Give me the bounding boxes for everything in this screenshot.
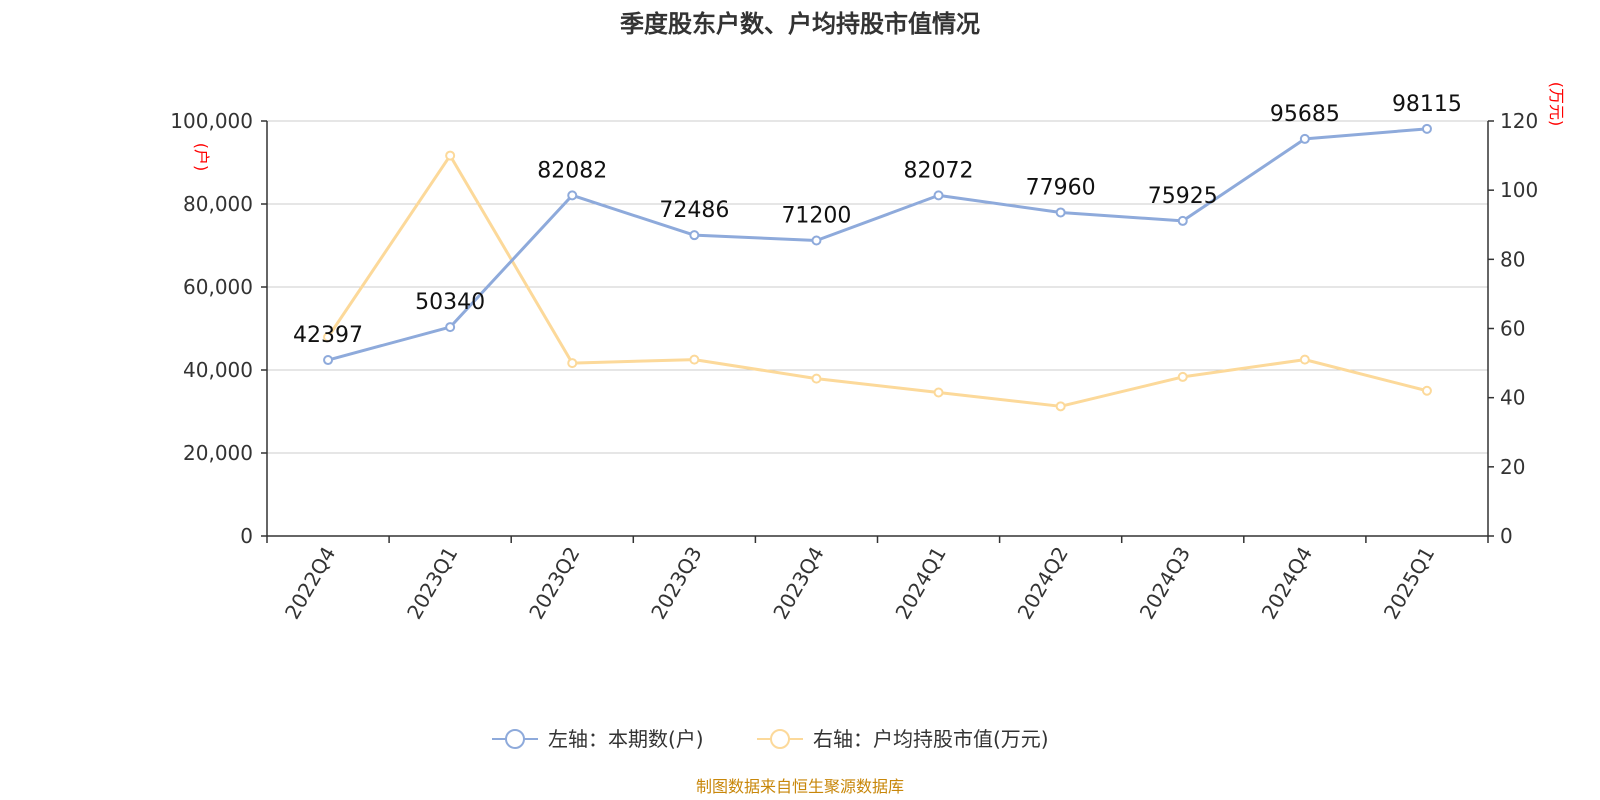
- data-labels: 42397 50340 82082 72486 71200 82072 77960 75925…: [293, 92, 1462, 348]
- legend-label-right: 右轴：户均持股市值(万元): [813, 727, 1049, 751]
- y-left-tick-label: 100,000: [170, 109, 253, 133]
- y-right-unit: (万元): [1547, 82, 1566, 127]
- y-right-tick-label: 120: [1500, 109, 1538, 133]
- y-left-tick-label: 40,000: [183, 358, 253, 382]
- series-layer: [323, 123, 1432, 412]
- data-label: 82082: [537, 158, 607, 183]
- data-point-right: [1421, 385, 1432, 396]
- y-right-ticks: 0 20 40 60 80 100 120: [1488, 109, 1538, 548]
- data-label: 95685: [1270, 102, 1340, 127]
- data-point-right: [1299, 354, 1310, 365]
- data-point-left: [689, 230, 700, 241]
- x-tick-label: 2023Q3: [646, 543, 706, 624]
- data-label: 98115: [1392, 92, 1462, 117]
- x-ticks: 2022Q4 2023Q1 2023Q2 2023Q3 2023Q4 2024Q1 2024…: [266, 536, 1489, 624]
- legend-item-right[interactable]: 右轴：户均持股市值(万元): [757, 727, 1049, 751]
- data-label: 77960: [1026, 175, 1096, 200]
- y-left-ticks: 0 20,000 40,000 60,000 80,000 100,000: [170, 109, 267, 548]
- x-tick-label: 2024Q4: [1257, 543, 1317, 624]
- data-label: 42397: [293, 323, 363, 348]
- x-tick-label: 2022Q4: [280, 543, 340, 624]
- y-left-tick-label: 80,000: [183, 192, 253, 216]
- legend-marker-right: [770, 729, 790, 749]
- legend-item-left[interactable]: 左轴：本期数(户): [492, 727, 704, 751]
- x-tick-label: 2023Q1: [402, 543, 462, 624]
- data-point-right: [445, 150, 456, 161]
- data-point-left: [567, 190, 578, 201]
- data-point-left: [1177, 215, 1188, 226]
- x-tick-label: 2023Q2: [524, 543, 584, 624]
- data-point-right: [323, 332, 334, 343]
- y-right-tick-label: 60: [1500, 317, 1525, 341]
- data-point-right: [933, 387, 944, 398]
- y-left-tick-label: 20,000: [183, 441, 253, 465]
- y-right-tick-label: 20: [1500, 455, 1525, 479]
- x-tick-label: 2023Q4: [768, 543, 828, 624]
- data-point-left: [1299, 133, 1310, 144]
- chart-title: 季度股东户数、户均持股市值情况: [620, 10, 980, 38]
- legend-marker-left: [505, 729, 525, 749]
- y-right-tick-label: 80: [1500, 247, 1525, 271]
- y-left-tick-label: 60,000: [183, 275, 253, 299]
- data-point-left: [1421, 123, 1432, 134]
- data-point-right: [567, 358, 578, 369]
- data-label: 82072: [904, 158, 974, 183]
- data-label: 50340: [415, 290, 485, 315]
- x-tick-label: 2024Q2: [1013, 543, 1073, 624]
- data-label: 75925: [1148, 184, 1218, 209]
- source-note: 制图数据来自恒生聚源数据库: [696, 777, 904, 796]
- grid-lines: [267, 120, 1488, 454]
- x-tick-label: 2024Q3: [1135, 543, 1195, 624]
- data-point-right: [811, 373, 822, 384]
- data-point-left: [933, 190, 944, 201]
- x-tick-label: 2025Q1: [1379, 543, 1439, 624]
- y-left-tick-label: 0: [240, 524, 253, 548]
- y-right-tick-label: 0: [1500, 524, 1513, 548]
- legend: 左轴：本期数(户) 右轴：户均持股市值(万元): [492, 727, 1049, 751]
- series-line-left: [326, 127, 1429, 362]
- data-point-left: [445, 322, 456, 333]
- y-left-unit: (户): [192, 143, 211, 172]
- data-point-left: [811, 235, 822, 246]
- x-tick-label: 2024Q1: [890, 543, 950, 624]
- y-right-tick-label: 40: [1500, 386, 1525, 410]
- data-point-right: [689, 354, 700, 365]
- y-right-tick-label: 100: [1500, 178, 1538, 202]
- data-point-right: [1055, 401, 1066, 412]
- legend-label-left: 左轴：本期数(户): [548, 727, 704, 751]
- data-point-left: [1055, 207, 1066, 218]
- data-label: 72486: [659, 198, 729, 223]
- data-point-left: [323, 355, 334, 366]
- data-point-right: [1177, 371, 1188, 382]
- data-label: 71200: [781, 204, 851, 229]
